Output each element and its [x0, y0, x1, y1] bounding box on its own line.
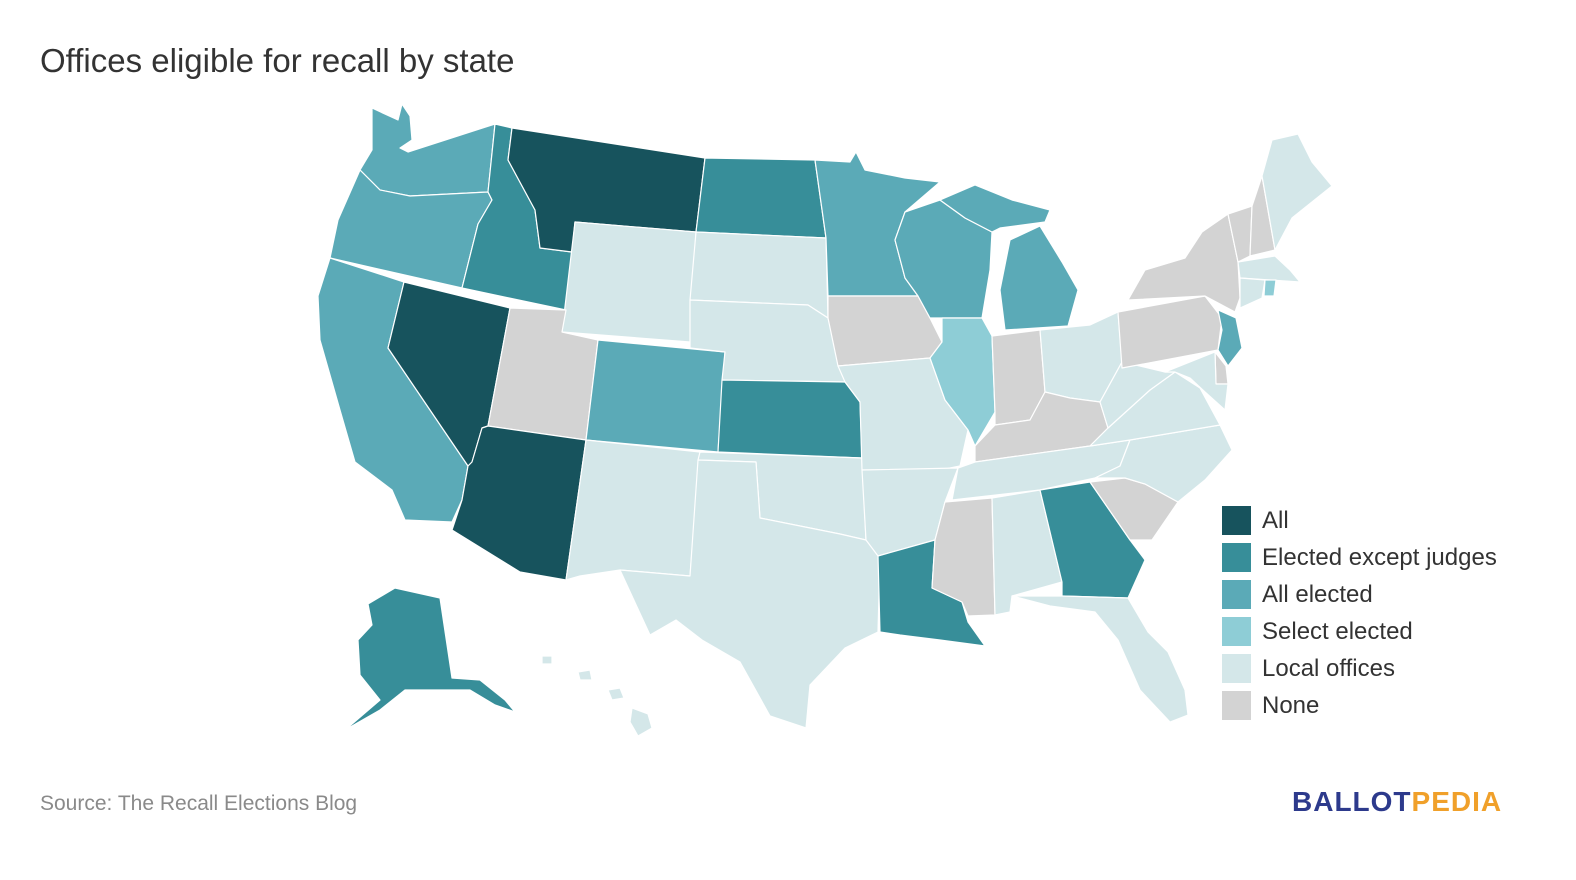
legend-label: None	[1262, 691, 1320, 719]
state-ny[interactable]	[1127, 213, 1241, 313]
legend-label: All	[1262, 506, 1289, 534]
state-nd[interactable]	[695, 157, 827, 239]
legend-label: Elected except judges	[1262, 543, 1497, 571]
legend-swatch	[1222, 654, 1251, 683]
legend-swatch	[1222, 506, 1251, 535]
legend-label: Select elected	[1262, 617, 1413, 645]
source-note: Source: The Recall Elections Blog	[40, 792, 358, 815]
state-fl[interactable]	[1011, 595, 1189, 723]
legend-item: All	[1222, 506, 1497, 535]
legend: All Elected except judges All elected Selec…	[1222, 506, 1497, 720]
state-pa[interactable]	[1117, 295, 1223, 369]
state-tx[interactable]	[619, 459, 881, 729]
state-co[interactable]	[585, 339, 726, 453]
chart-title: Offices eligible for recall by state	[40, 42, 515, 79]
state-hi-kauai[interactable]	[541, 655, 553, 665]
state-nm[interactable]	[565, 439, 701, 581]
state-wa[interactable]	[359, 103, 496, 197]
state-hi-maui[interactable]	[607, 687, 625, 701]
state-nc[interactable]	[1094, 424, 1233, 503]
legend-swatch	[1222, 691, 1251, 720]
state-mi-upper[interactable]	[939, 184, 1051, 233]
ballotpedia-logo[interactable]: BALLOTPEDIA	[1292, 786, 1502, 818]
legend-swatch	[1222, 580, 1251, 609]
state-me[interactable]	[1261, 133, 1333, 251]
state-hi-big[interactable]	[629, 707, 653, 737]
state-ak[interactable]	[344, 587, 516, 731]
legend-item: None	[1222, 691, 1497, 720]
state-ri[interactable]	[1263, 279, 1277, 297]
state-ct[interactable]	[1239, 277, 1266, 309]
legend-label: Local offices	[1262, 654, 1395, 682]
legend-item: All elected	[1222, 580, 1497, 609]
logo-part-pedia: PEDIA	[1411, 786, 1503, 817]
state-hi-oahu[interactable]	[577, 669, 593, 681]
legend-item: Local offices	[1222, 654, 1497, 683]
logo-part-ballot: BALLOT	[1292, 786, 1412, 817]
legend-swatch	[1222, 617, 1251, 646]
legend-item: Elected except judges	[1222, 543, 1497, 572]
state-ks[interactable]	[717, 379, 863, 459]
legend-label: All elected	[1262, 580, 1373, 608]
legend-item: Select elected	[1222, 617, 1497, 646]
state-mi-lower[interactable]	[999, 225, 1079, 331]
state-wy[interactable]	[561, 221, 697, 343]
legend-swatch	[1222, 543, 1251, 572]
state-nj[interactable]	[1217, 309, 1243, 367]
state-md[interactable]	[1164, 351, 1229, 411]
state-il[interactable]	[929, 317, 996, 447]
